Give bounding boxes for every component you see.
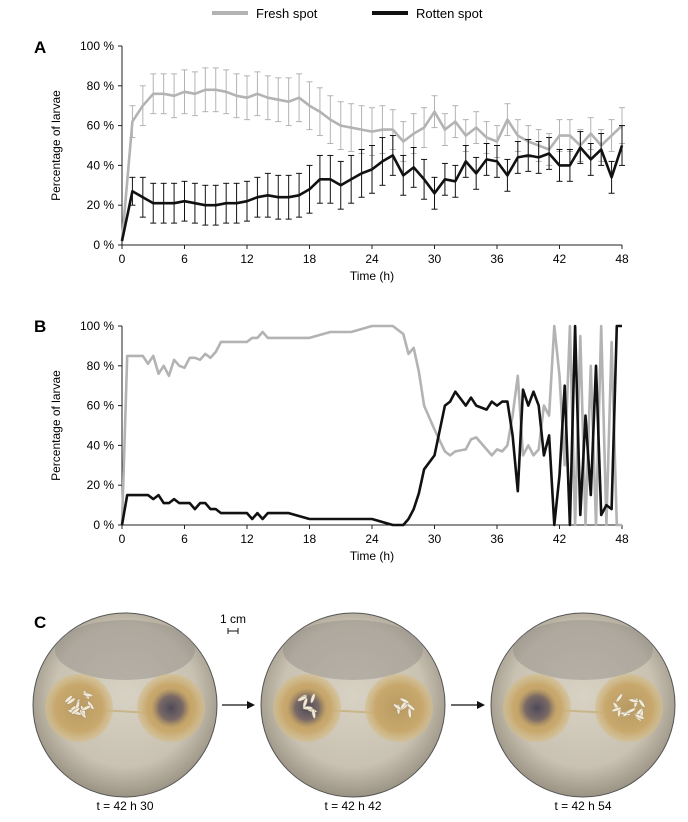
chart-a-ytick-label: 80 %	[87, 79, 115, 93]
chart-b-ytick-label: 40 %	[87, 438, 115, 452]
chart-a-xtick-label: 18	[303, 252, 317, 266]
chart-b-series-fresh-spot	[120, 324, 622, 527]
chart-b-y-axis-label: Percentage of larvae	[49, 370, 63, 481]
larvae-cluster	[64, 690, 95, 719]
chart-b-series-rotten-spot	[120, 324, 622, 527]
larvae-cluster	[297, 693, 416, 719]
chart-a-ytick-label: 60 %	[87, 119, 115, 133]
petri-dish-photo	[260, 612, 446, 798]
petri-dish-photo	[490, 612, 676, 798]
scale-bar-label: 1 cm	[220, 612, 246, 626]
photo-strip: t = 42 h 30 t = 42 h 42 t = 42 h 54	[32, 612, 676, 813]
chart-a-ytick-label: 20 %	[87, 198, 115, 212]
chart-b-ytick-label: 60 %	[87, 399, 115, 413]
chart-a-xtick-label: 42	[553, 252, 567, 266]
panel-label-c: C	[34, 613, 46, 632]
chart-b-xtick-label: 0	[119, 532, 126, 546]
chart-a-ytick-label: 0 %	[93, 238, 114, 252]
chart-a-xtick-label: 12	[240, 252, 254, 266]
panel-label-a: A	[34, 38, 46, 57]
chart-a-xtick-label: 48	[615, 252, 629, 266]
chart-b-ytick-label: 100 %	[80, 319, 114, 333]
chart-b-xtick-label: 6	[181, 532, 188, 546]
chart-b-xtick-label: 12	[240, 532, 254, 546]
legend-label-rotten: Rotten spot	[416, 6, 483, 21]
chart-a-x-axis-label: Time (h)	[350, 269, 394, 283]
chart-a-ytick-label: 40 %	[87, 158, 115, 172]
chart-b-ytick-label: 0 %	[93, 518, 114, 532]
photo-caption: t = 42 h 54	[554, 799, 611, 813]
chart-b-xtick-label: 36	[490, 532, 504, 546]
photo-caption: t = 42 h 30	[96, 799, 153, 813]
chart-a-series-rotten-spot	[120, 145, 624, 242]
chart-panel-b: 0 % 20 % 40 % 60 % 80 % 100 % 0 6 12 18 24 30 36 42 48…	[49, 319, 629, 563]
panel-label-b: B	[34, 317, 46, 336]
scale-bar	[227, 628, 239, 634]
chart-b-xtick-label: 48	[615, 532, 629, 546]
photo-caption: t = 42 h 42	[324, 799, 381, 813]
chart-b-xtick-label: 18	[303, 532, 317, 546]
right-arrow-icon	[222, 701, 255, 709]
chart-a-xtick-label: 30	[428, 252, 442, 266]
chart-a-xtick-label: 24	[365, 252, 379, 266]
chart-panel-a: 0 % 20 % 40 % 60 % 80 % 100 % 0 6 12 18 24 30 36 42 48…	[49, 39, 629, 283]
legend-label-fresh: Fresh spot	[256, 6, 318, 21]
petri-dish-photo	[32, 612, 218, 798]
chart-b-xtick-label: 24	[365, 532, 379, 546]
chart-a-ytick-label: 100 %	[80, 39, 114, 53]
chart-a-xtick-label: 36	[490, 252, 504, 266]
right-arrow-icon	[451, 701, 485, 709]
legend: Fresh spot Rotten spot	[212, 6, 483, 21]
chart-a-xtick-label: 6	[181, 252, 188, 266]
larvae-cluster	[611, 693, 646, 722]
chart-a-xtick-label: 0	[119, 252, 126, 266]
chart-b-ytick-label: 80 %	[87, 359, 115, 373]
chart-b-x-axis-label: Time (h)	[350, 549, 394, 563]
chart-b-xtick-label: 30	[428, 532, 442, 546]
chart-a-y-axis-label: Percentage of larvae	[49, 90, 63, 201]
chart-b-xtick-label: 42	[553, 532, 567, 546]
chart-b-ytick-label: 20 %	[87, 478, 115, 492]
